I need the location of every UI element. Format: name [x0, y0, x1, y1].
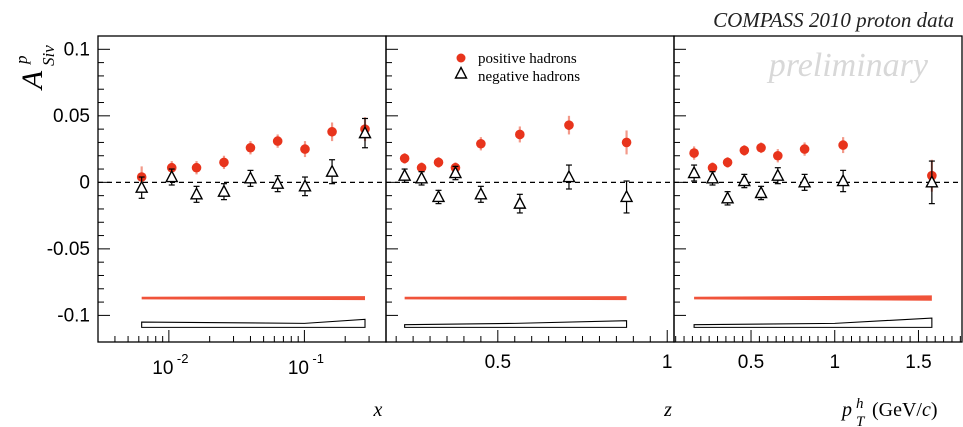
data-point-positive: [515, 129, 525, 140]
data-point-positive: [272, 136, 283, 146]
data-point-positive: [689, 148, 699, 158]
x-tick-label: 0.5: [738, 352, 764, 373]
data-point-negative: [771, 168, 785, 181]
legend-marker-negative: [454, 65, 468, 79]
chart-panels: 10 -2 10 -1 0.5 1 0.5 1 1.5: [97, 35, 963, 379]
legend-label-negative: negative hadrons: [478, 69, 580, 85]
series-negative-hadrons: [687, 160, 939, 206]
systematic-band-positive: [141, 296, 366, 301]
data-point-negative: [474, 186, 488, 200]
data-point-negative: [358, 125, 372, 139]
data-point-negative: [720, 190, 735, 204]
data-point-positive: [707, 162, 718, 173]
x-tick-label: 0.5: [485, 352, 511, 373]
legend-label-positive: positive hadrons: [478, 51, 577, 67]
y-axis-label-sub: Siv: [39, 45, 58, 66]
chart-title: COMPASS 2010 proton data: [713, 8, 954, 32]
y-tick-label: -0.1: [57, 305, 90, 326]
x-axis-label-pt-h: h: [856, 396, 864, 412]
data-point-positive: [739, 145, 750, 156]
x-tick-label: 1.5: [905, 352, 931, 373]
data-point-negative: [797, 174, 812, 188]
data-point-negative: [737, 173, 751, 187]
data-point-positive: [564, 120, 574, 130]
data-point-negative: [619, 189, 634, 203]
preliminary-watermark: preliminary: [767, 47, 929, 84]
legend-marker-positive: [456, 53, 466, 63]
x-tick-label-exponent: -1: [312, 351, 324, 366]
series-positive-hadrons: [399, 115, 632, 174]
legend: positive hadrons negative hadrons: [454, 51, 580, 85]
y-axis-label-sup: p: [12, 56, 31, 66]
data-point-negative: [836, 173, 850, 187]
data-point-negative: [513, 196, 527, 209]
data-point-positive: [416, 162, 427, 173]
data-point-positive: [773, 150, 783, 161]
y-tick-labels: 0.1 0.05 0 -0.05 -0.1: [47, 39, 90, 326]
y-tick-label: 0.1: [64, 39, 90, 60]
data-point-positive: [722, 157, 733, 168]
data-point-negative: [562, 169, 576, 183]
data-point-positive: [756, 142, 766, 153]
y-tick-label: -0.05: [47, 239, 90, 260]
x-tick-label: 1: [829, 352, 840, 373]
y-tick-label: 0.05: [53, 106, 90, 127]
series-negative-hadrons: [135, 117, 372, 203]
data-point-negative: [165, 169, 179, 183]
x-axis-label-pt-t: T: [856, 414, 866, 427]
series-negative-hadrons: [397, 164, 634, 214]
data-point-negative: [325, 164, 339, 177]
data-point-positive: [399, 153, 410, 164]
data-point-positive: [300, 144, 310, 154]
data-point-negative: [414, 170, 429, 184]
data-point-positive: [799, 144, 810, 154]
data-point-positive: [476, 138, 486, 149]
series-positive-hadrons: [689, 137, 937, 192]
data-point-negative: [431, 189, 446, 203]
x-axis-label-z: z: [663, 399, 672, 421]
panel-1: 10 -2 10 -1: [97, 35, 387, 379]
systematic-band-negative: [404, 320, 628, 328]
data-point-positive: [838, 140, 848, 150]
x-tick-label: 10: [152, 358, 173, 379]
data-point-negative: [705, 170, 720, 184]
y-axis-label: A p Siv: [12, 45, 58, 91]
data-point-negative: [754, 185, 768, 199]
data-point-negative: [448, 165, 463, 179]
systematic-band-negative: [693, 317, 933, 328]
data-point-positive: [166, 162, 177, 173]
data-point-negative: [135, 180, 149, 193]
data-point-negative: [925, 174, 939, 188]
y-axis-label-main: A: [16, 70, 49, 91]
y-tick-label: 0: [79, 172, 90, 193]
data-point-negative: [298, 178, 312, 192]
x-axis-label-x: x: [373, 399, 383, 421]
x-tick-label: 10: [288, 358, 309, 379]
data-point-positive: [621, 137, 632, 148]
x-tick-label: 1: [662, 352, 673, 373]
data-point-positive: [191, 162, 202, 173]
data-point-negative: [217, 184, 231, 197]
x-axis-label-pt-p: p: [840, 399, 852, 421]
x-axis-label-unit: (GeV/c): [872, 399, 938, 421]
data-point-positive: [327, 126, 337, 137]
x-axis-label-pt: p h T (GeV/c): [840, 396, 938, 427]
systematic-band-positive: [404, 296, 627, 301]
data-point-negative: [271, 176, 285, 189]
systematic-band-negative: [141, 318, 366, 328]
data-point-negative: [687, 165, 701, 179]
panel-3: 0.5 1 1.5: [673, 35, 963, 373]
data-point-positive: [245, 142, 256, 153]
data-point-negative: [189, 186, 204, 200]
data-point-negative: [243, 170, 258, 184]
data-point-positive: [433, 157, 444, 168]
data-point-negative: [397, 168, 412, 181]
data-point-positive: [219, 157, 229, 168]
systematic-band-positive: [694, 295, 932, 301]
x-tick-label-exponent: -2: [177, 351, 189, 366]
panel-2: 0.5 1: [385, 35, 675, 373]
